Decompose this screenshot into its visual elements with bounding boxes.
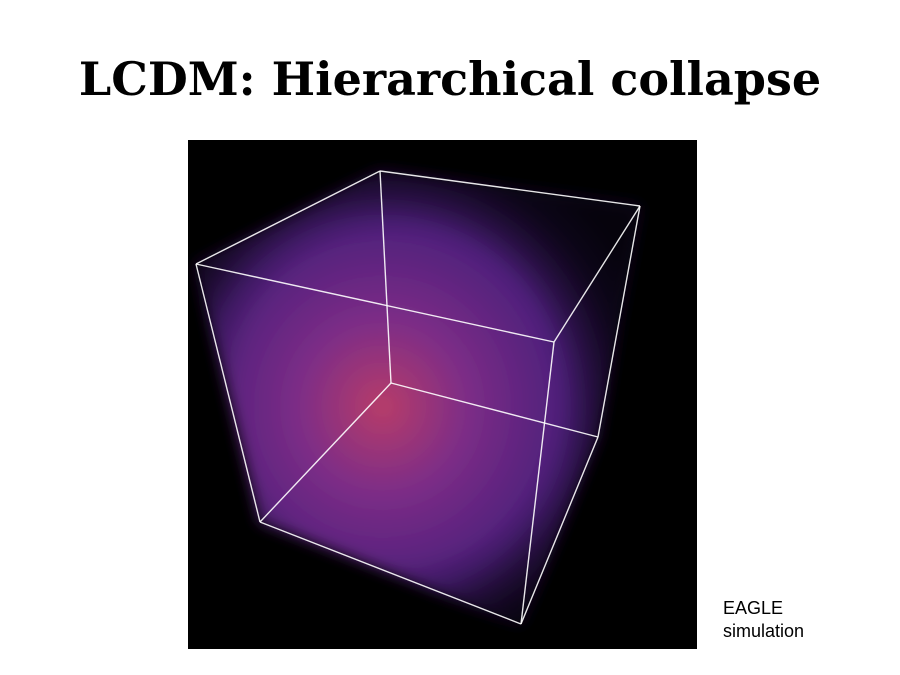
simulation-cube-graphic [195,170,641,625]
simulation-cube-image [188,140,697,649]
caption-line-1: EAGLE [723,598,784,618]
image-caption: EAGLE simulation [723,597,804,643]
caption-line-2: simulation [723,621,805,641]
cube-volume-vignette [196,171,640,624]
cube-wireframe [195,170,641,625]
slide-title: LCDM: Hierarchical collapse [78,52,822,106]
